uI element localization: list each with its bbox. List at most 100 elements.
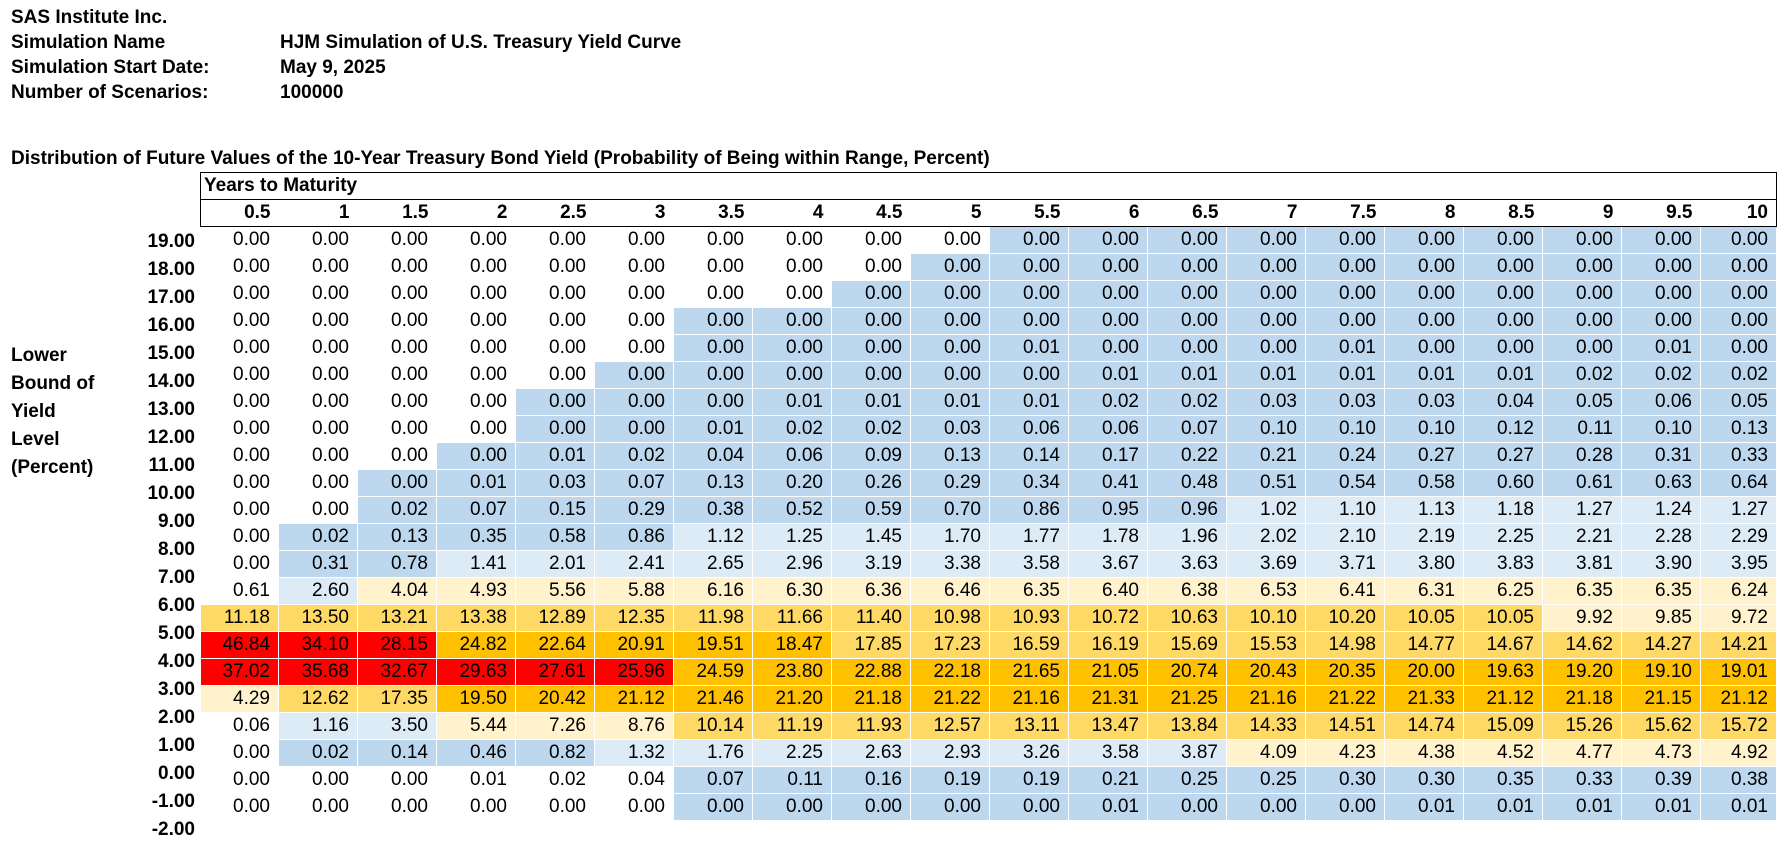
- table-cell: 0.20: [752, 469, 832, 497]
- table-cell: 14.62: [1542, 631, 1622, 659]
- table-cell: 0.00: [436, 307, 516, 335]
- table-cell: 0.00: [673, 226, 753, 254]
- table-cell: 0.02: [831, 415, 911, 443]
- table-cell: 19.51: [673, 631, 753, 659]
- table-cell: 0.00: [200, 469, 279, 497]
- table-cell: 0.00: [1068, 334, 1148, 362]
- table-cell: 13.47: [1068, 712, 1148, 740]
- table-cell: 1.24: [1621, 496, 1701, 524]
- table-cell: 0.14: [989, 442, 1069, 470]
- table-cell: 0.00: [278, 334, 358, 362]
- table-cell: 0.58: [1384, 469, 1464, 497]
- column-header: 6: [1068, 199, 1148, 227]
- table-cell: 0.00: [200, 766, 279, 794]
- table-cell: 6.25: [1463, 577, 1543, 605]
- simulation-name-value: HJM Simulation of U.S. Treasury Yield Cu…: [280, 32, 682, 53]
- table-cell: 0.00: [1542, 307, 1622, 335]
- table-row: 0.61 2.60 4.04 4.93 5.56 5.88 6.16 6.30 6.36 6.46…: [200, 577, 1777, 605]
- table-cell: 3.58: [1068, 739, 1148, 767]
- column-header: 4.5: [831, 199, 911, 227]
- table-cell: 0.00: [594, 361, 674, 389]
- table-cell: 0.01: [1147, 361, 1227, 389]
- table-cell: 17.23: [910, 631, 990, 659]
- row-label: 0.00: [158, 763, 195, 784]
- table-cell: 0.00: [1226, 307, 1306, 335]
- table-cell: 0.12: [1463, 415, 1543, 443]
- table-cell: 0.01: [1463, 361, 1543, 389]
- table-cell: 25.96: [594, 658, 674, 686]
- table-cell: 16.59: [989, 631, 1069, 659]
- column-header: 6.5: [1147, 199, 1227, 227]
- table-cell: 0.00: [1621, 226, 1701, 254]
- table-cell: 21.12: [594, 685, 674, 713]
- table-cell: 3.87: [1147, 739, 1227, 767]
- table-cell: 0.00: [594, 253, 674, 281]
- row-labels: 19.00 18.00 17.00 16.00 15.00 14.00 13.00 12.00…: [60, 228, 195, 844]
- table-cell: 0.00: [1068, 226, 1148, 254]
- table-cell: 3.95: [1700, 550, 1777, 578]
- table-row: 0.00 0.00 0.00 0.01 0.02 0.04 0.07 0.11 0.16 0.19…: [200, 766, 1777, 794]
- table-cell: 19.20: [1542, 658, 1622, 686]
- table-cell: 10.72: [1068, 604, 1148, 632]
- table-cell: 20.35: [1305, 658, 1385, 686]
- table-row: 0.00 0.00 0.00 0.00 0.00 0.00 0.00 0.00 0.00 0.00…: [200, 226, 1777, 254]
- table-cell: 0.21: [1226, 442, 1306, 470]
- table-cell: 14.27: [1621, 631, 1701, 659]
- table-cell: 0.00: [1147, 280, 1227, 308]
- table-cell: 20.42: [515, 685, 595, 713]
- table-cell: 11.18: [200, 604, 279, 632]
- row-axis-label-line: Lower: [11, 345, 67, 366]
- row-axis-label-line: Yield: [11, 401, 56, 422]
- table-cell: 1.13: [1384, 496, 1464, 524]
- table-cell: 0.00: [515, 226, 595, 254]
- table-cell: 0.00: [1700, 280, 1777, 308]
- row-label: 14.00: [147, 371, 195, 392]
- table-cell: 0.00: [1463, 253, 1543, 281]
- table-cell: 0.00: [831, 307, 911, 335]
- row-label: -1.00: [151, 791, 195, 812]
- table-cell: 0.14: [357, 739, 437, 767]
- row-axis-label-line: Level: [11, 429, 60, 450]
- table-cell: 4.38: [1384, 739, 1464, 767]
- table-cell: 0.00: [200, 253, 279, 281]
- table-cell: 6.16: [673, 577, 753, 605]
- table-cell: 14.51: [1305, 712, 1385, 740]
- table-cell: 0.00: [831, 226, 911, 254]
- table-cell: 0.30: [1384, 766, 1464, 794]
- table-row: 0.00 0.00 0.00 0.00 0.01 0.02 0.04 0.06 0.09 0.13…: [200, 442, 1777, 470]
- table-cell: 13.21: [357, 604, 437, 632]
- table-cell: 21.18: [831, 685, 911, 713]
- table-cell: 6.40: [1068, 577, 1148, 605]
- row-label: 12.00: [147, 427, 195, 448]
- table-cell: 15.72: [1700, 712, 1777, 740]
- table-cell: 0.82: [515, 739, 595, 767]
- table-row: 0.00 0.31 0.78 1.41 2.01 2.41 2.65 2.96 3.19 3.38…: [200, 550, 1777, 578]
- table-cell: 0.02: [278, 739, 358, 767]
- table-cell: 0.61: [200, 577, 279, 605]
- table-cell: 0.02: [1147, 388, 1227, 416]
- table-cell: 0.00: [200, 550, 279, 578]
- table-cell: 12.35: [594, 604, 674, 632]
- table-cell: 0.52: [752, 496, 832, 524]
- table-cell: 15.09: [1463, 712, 1543, 740]
- row-label: 7.00: [158, 567, 195, 588]
- table-cell: 0.00: [1700, 307, 1777, 335]
- table-cell: 0.04: [594, 766, 674, 794]
- table-cell: 13.11: [989, 712, 1069, 740]
- table-cell: 1.12: [673, 523, 753, 551]
- table-cell: 32.67: [357, 658, 437, 686]
- table-cell: 0.01: [1226, 361, 1306, 389]
- row-label: 6.00: [158, 595, 195, 616]
- table-cell: 0.63: [1621, 469, 1701, 497]
- table-cell: 0.07: [436, 496, 516, 524]
- table-cell: 20.74: [1147, 658, 1227, 686]
- column-header: 1.5: [357, 199, 437, 227]
- table-cell: 0.01: [989, 334, 1069, 362]
- table-cell: 0.00: [1068, 253, 1148, 281]
- table-cell: 0.00: [278, 253, 358, 281]
- table-cell: 0.00: [1305, 253, 1385, 281]
- table-cell: 0.00: [1542, 334, 1622, 362]
- table-cell: 6.31: [1384, 577, 1464, 605]
- table-cell: 0.61: [1542, 469, 1622, 497]
- table-cell: 0.00: [200, 388, 279, 416]
